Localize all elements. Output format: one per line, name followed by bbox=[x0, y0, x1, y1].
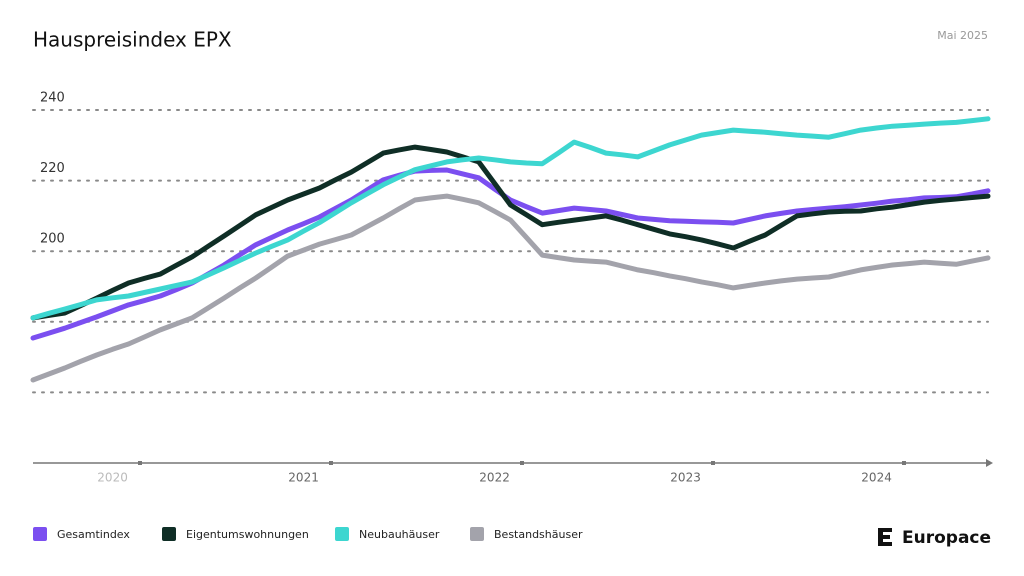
chart-subtitle: Mai 2025 bbox=[937, 29, 988, 42]
legend-swatch bbox=[470, 527, 484, 541]
brand-logo: Europace bbox=[878, 528, 991, 548]
legend-item: Bestandshäuser bbox=[470, 527, 583, 541]
legend-item: Gesamtindex bbox=[33, 527, 130, 541]
line-series bbox=[30, 116, 991, 321]
y-tick-label: 200 bbox=[40, 232, 65, 247]
axis-ticks bbox=[138, 461, 906, 465]
legend-swatch bbox=[33, 527, 47, 541]
x-tick-label: 2023 bbox=[670, 471, 701, 485]
x-tick-label: 2022 bbox=[479, 471, 510, 485]
legend-label: Bestandshäuser bbox=[494, 528, 583, 541]
legend-swatch bbox=[162, 527, 176, 541]
axis-tick bbox=[902, 461, 906, 465]
axis-tick bbox=[138, 461, 142, 465]
axis-tick bbox=[329, 461, 333, 465]
logo-mark bbox=[878, 528, 892, 546]
line-series bbox=[30, 193, 991, 383]
y-tick-label: 240 bbox=[40, 91, 65, 106]
chart-title: Hauspreisindex EPX bbox=[33, 28, 232, 52]
line-series bbox=[30, 144, 991, 321]
x-tick-label: 2020 bbox=[97, 471, 128, 485]
axis-tick bbox=[520, 461, 524, 465]
axis-tick bbox=[711, 461, 715, 465]
brand-name: Europace bbox=[902, 528, 991, 548]
y-tick-label: 220 bbox=[40, 161, 65, 176]
legend-label: Neubauhäuser bbox=[359, 528, 440, 541]
legend-swatch bbox=[335, 527, 349, 541]
x-tick-label: 2021 bbox=[288, 471, 319, 485]
axis-arrow bbox=[986, 459, 993, 467]
legend-item: Neubauhäuser bbox=[335, 527, 440, 541]
x-tick-label: 2024 bbox=[861, 471, 892, 485]
legend-label: Gesamtindex bbox=[57, 528, 130, 541]
legend-item: Eigentumswohnungen bbox=[162, 527, 309, 541]
legend-label: Eigentumswohnungen bbox=[186, 528, 309, 541]
